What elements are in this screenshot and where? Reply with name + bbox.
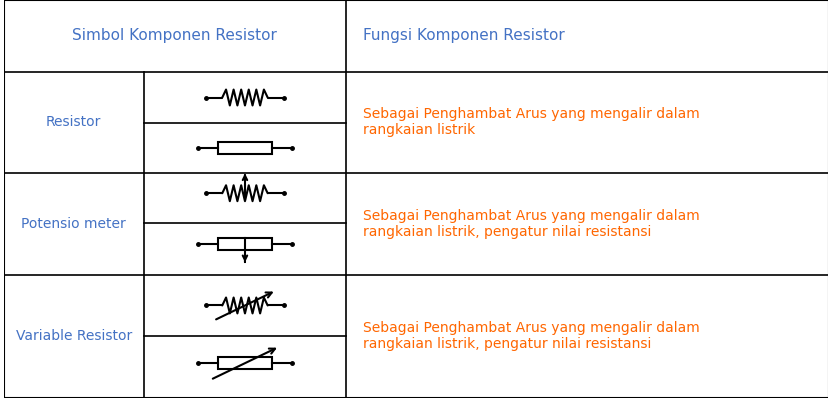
- Text: Resistor: Resistor: [46, 115, 101, 129]
- Text: Variable Resistor: Variable Resistor: [16, 329, 132, 343]
- Bar: [218, 238, 272, 250]
- Text: Sebagai Penghambat Arus yang mengalir dalam
rangkaian listrik, pengatur nilai re: Sebagai Penghambat Arus yang mengalir da…: [362, 321, 699, 351]
- Text: Simbol Komponen Resistor: Simbol Komponen Resistor: [72, 28, 277, 43]
- Bar: [218, 142, 272, 154]
- Text: Sebagai Penghambat Arus yang mengalir dalam
rangkaian listrik, pengatur nilai re: Sebagai Penghambat Arus yang mengalir da…: [362, 209, 699, 239]
- Text: Sebagai Penghambat Arus yang mengalir dalam
rangkaian listrik: Sebagai Penghambat Arus yang mengalir da…: [362, 107, 699, 137]
- Bar: [218, 357, 272, 369]
- Text: Fungsi Komponen Resistor: Fungsi Komponen Resistor: [362, 28, 564, 43]
- Text: Potensio meter: Potensio meter: [22, 217, 126, 231]
